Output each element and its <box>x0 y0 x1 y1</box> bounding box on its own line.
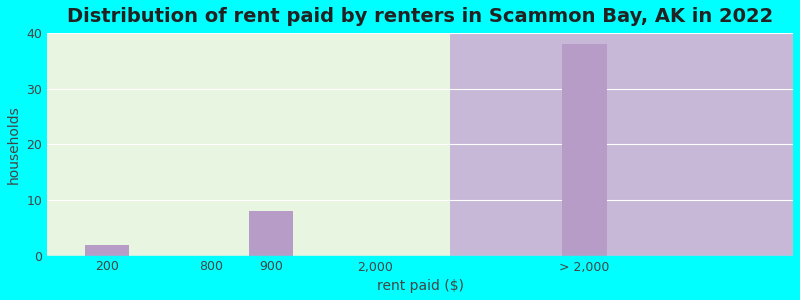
Title: Distribution of rent paid by renters in Scammon Bay, AK in 2022: Distribution of rent paid by renters in … <box>67 7 774 26</box>
Bar <box>562 44 606 256</box>
Bar <box>249 211 294 256</box>
X-axis label: rent paid ($): rent paid ($) <box>377 279 464 293</box>
Bar <box>47 33 450 256</box>
Y-axis label: households: households <box>7 105 21 184</box>
Bar <box>450 33 793 256</box>
Bar <box>85 244 130 256</box>
